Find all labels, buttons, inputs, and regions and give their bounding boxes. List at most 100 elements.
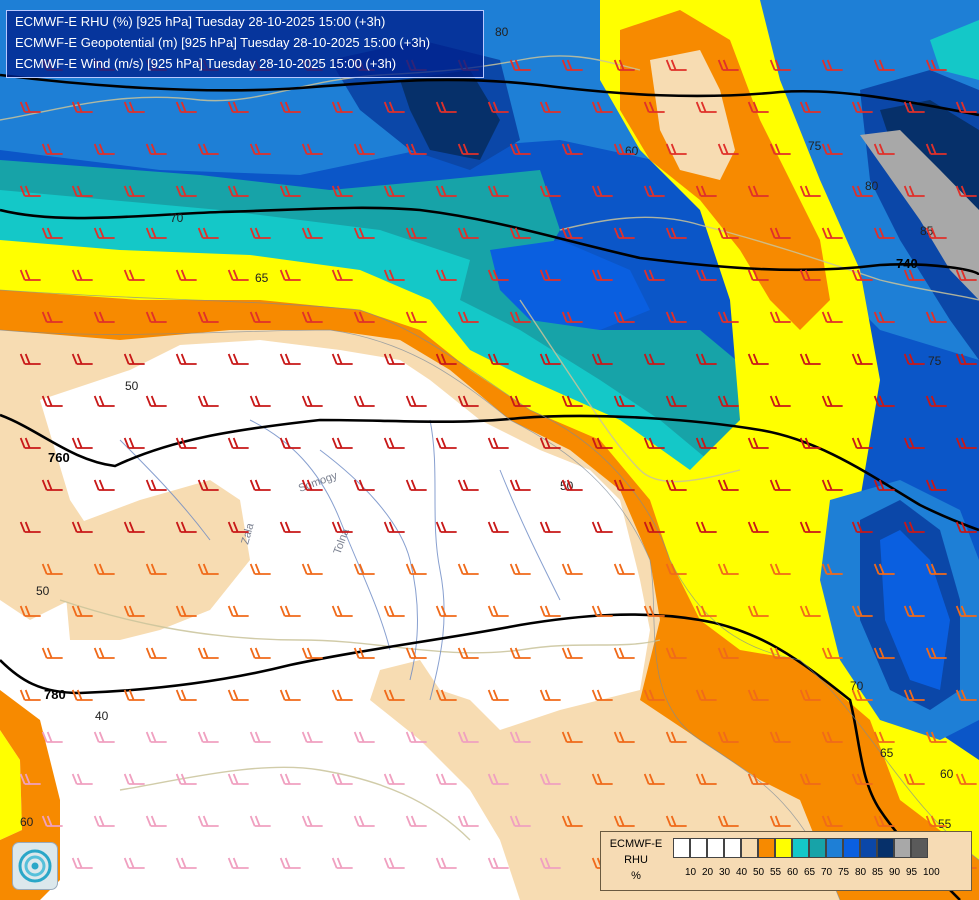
wind-barb [851,773,873,785]
wind-barb [769,563,791,575]
rhu-band-95-ne [860,130,979,300]
wind-barb [717,311,739,323]
wind-barb [71,101,93,113]
wind-barb [71,269,93,281]
wind-barb [123,353,145,365]
wind-barb [71,773,93,785]
wind-barb [643,689,665,701]
wind-barb [19,521,41,533]
wind-barb [301,143,323,155]
rhu-band-60-sw [0,730,22,840]
wind-barb [487,521,509,533]
wind-barb [643,353,665,365]
wind-barb [93,143,115,155]
wind-barb [591,269,613,281]
wind-barb [769,227,791,239]
wind-barb [851,269,873,281]
wind-barb [227,437,249,449]
wind-barb [249,647,271,659]
wind-barb [435,353,457,365]
wind-barb [695,185,717,197]
rhu-label: 80 [865,179,879,193]
wind-barb [613,395,635,407]
wind-barb [903,773,925,785]
wind-barb [71,185,93,197]
wind-barb [717,479,739,491]
geopotential-labels: 740 760 780 [44,256,918,702]
wind-barb [821,59,843,71]
wind-barb [925,563,947,575]
wind-barb [175,269,197,281]
wind-barb [643,521,665,533]
wind-barb [665,815,687,827]
wind-barb [41,395,63,407]
legend-tick: 30 [719,867,731,878]
wind-barb [71,437,93,449]
legend-title: ECMWF-E RHU % [609,838,663,882]
wind-barb [925,647,947,659]
wind-barb [457,479,479,491]
wind-barb [19,773,41,785]
wind-barb [383,269,405,281]
wind-barb [331,773,353,785]
wind-barb [851,521,873,533]
wind-barbs [19,59,977,869]
wind-barb [665,143,687,155]
wind-barb [175,353,197,365]
wind-barb [591,773,613,785]
wind-barb [145,647,167,659]
wind-barb [539,269,561,281]
legend-swatch [724,838,741,858]
wind-barb [457,731,479,743]
wind-barb [487,185,509,197]
wind-barb [613,143,635,155]
wind-barb [383,185,405,197]
wind-barb [717,815,739,827]
wind-barb [873,647,895,659]
wind-barb [41,479,63,491]
ecmwf-swirl-icon [12,842,58,890]
wind-barb [175,521,197,533]
wind-barb [769,311,791,323]
wind-barb [93,647,115,659]
wind-barb [145,311,167,323]
wind-barb [227,185,249,197]
legend-tick: 60 [787,867,799,878]
wind-barb [457,395,479,407]
wind-barb [695,269,717,281]
wind-barb [487,437,509,449]
wind-barb [769,815,791,827]
wind-barb [873,227,895,239]
geopotential-label-780: 780 [44,687,66,702]
wind-barb [747,437,769,449]
wind-barb [665,227,687,239]
rhu-band-below-50 [0,340,650,900]
rhu-band-80-central [490,240,650,330]
wind-barb [405,479,427,491]
wind-barb [643,185,665,197]
logo-svg [18,849,52,883]
legend-swatch [911,838,928,858]
wind-barb [353,227,375,239]
wind-barb [821,563,843,575]
wind-barb [925,311,947,323]
wind-barb [821,647,843,659]
rhu-label: 65 [255,271,269,285]
wind-barb [93,227,115,239]
wind-barb [747,269,769,281]
wind-barb [799,773,821,785]
wind-barb [383,353,405,365]
wind-barb [903,185,925,197]
wind-barb [71,857,93,869]
wind-barb [405,731,427,743]
wind-barb [695,437,717,449]
legend-tick: 40 [736,867,748,878]
wind-barb [509,647,531,659]
wind-barb [873,563,895,575]
wind-barb [331,101,353,113]
wind-barb [539,101,561,113]
wind-barb [925,227,947,239]
wind-barb [665,59,687,71]
wind-barb [227,689,249,701]
wind-barb [851,185,873,197]
